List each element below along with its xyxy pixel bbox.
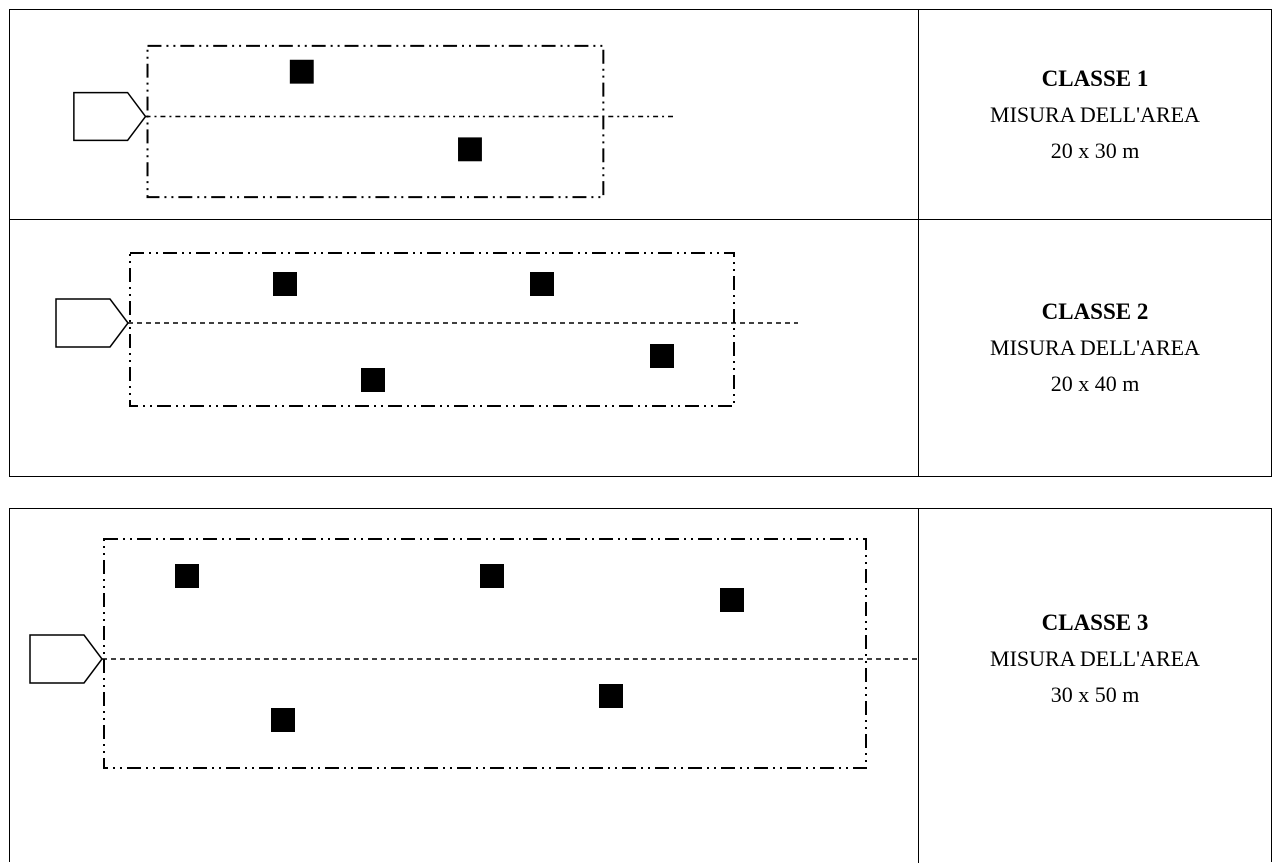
class-1-size: 20 x 30 m xyxy=(1050,137,1140,163)
class-3-plant-4 xyxy=(599,684,623,708)
class-3-label: CLASSE 3 MISURA DELL'AREA 30 x 50 m xyxy=(919,509,1271,809)
class-3-plant-1 xyxy=(175,564,199,588)
class-1-row: CLASSE 1 MISURA DELL'AREA 20 x 30 m xyxy=(10,10,1271,220)
class-3-start-marker-icon xyxy=(29,634,103,684)
class-2-title: CLASSE 2 xyxy=(1041,299,1149,324)
class-2-row: CLASSE 2 MISURA DELL'AREA 20 x 40 m xyxy=(10,220,1271,476)
class-2-plant-4 xyxy=(361,368,385,392)
class-1-plant-1 xyxy=(289,59,314,84)
class-1-area-boundary xyxy=(146,44,605,199)
classes-table-bottom: CLASSE 3 MISURA DELL'AREA 30 x 50 m xyxy=(9,508,1272,863)
class-2-plant-1 xyxy=(273,272,297,296)
class-1-label: CLASSE 1 MISURA DELL'AREA 20 x 30 m xyxy=(919,10,1271,219)
class-1-plant-2 xyxy=(458,137,482,162)
class-3-plant-2 xyxy=(480,564,504,588)
class-3-area-boundary xyxy=(103,538,867,769)
class-3-row: CLASSE 3 MISURA DELL'AREA 30 x 50 m xyxy=(10,509,1271,863)
class-1-sampling-diagram xyxy=(73,44,674,199)
class-3-area-label: MISURA DELL'AREA xyxy=(990,646,1200,671)
class-3-diagram xyxy=(10,509,919,863)
class-2-label: CLASSE 2 MISURA DELL'AREA 20 x 40 m xyxy=(919,220,1271,476)
class-2-diagram xyxy=(10,220,919,476)
class-2-start-marker-icon xyxy=(55,298,129,348)
class-2-plant-3 xyxy=(650,344,674,368)
class-2-area-boundary xyxy=(129,252,735,407)
class-1-area-label: MISURA DELL'AREA xyxy=(990,101,1200,127)
class-2-plant-2 xyxy=(530,272,554,296)
class-2-area-label: MISURA DELL'AREA xyxy=(990,335,1200,360)
class-3-plant-5 xyxy=(271,708,295,732)
class-1-title: CLASSE 1 xyxy=(1041,65,1149,91)
class-3-title: CLASSE 3 xyxy=(1041,610,1149,635)
class-2-sampling-diagram xyxy=(55,252,798,407)
class-3-plant-3 xyxy=(720,588,744,612)
class-1-diagram xyxy=(10,10,919,219)
classes-table-top: CLASSE 1 MISURA DELL'AREA 20 x 30 m CLAS… xyxy=(9,9,1272,477)
class-3-sampling-diagram xyxy=(29,538,919,769)
class-2-size: 20 x 40 m xyxy=(1050,371,1140,396)
class-3-size: 30 x 50 m xyxy=(1050,682,1140,707)
class-1-start-marker-icon xyxy=(73,91,147,142)
